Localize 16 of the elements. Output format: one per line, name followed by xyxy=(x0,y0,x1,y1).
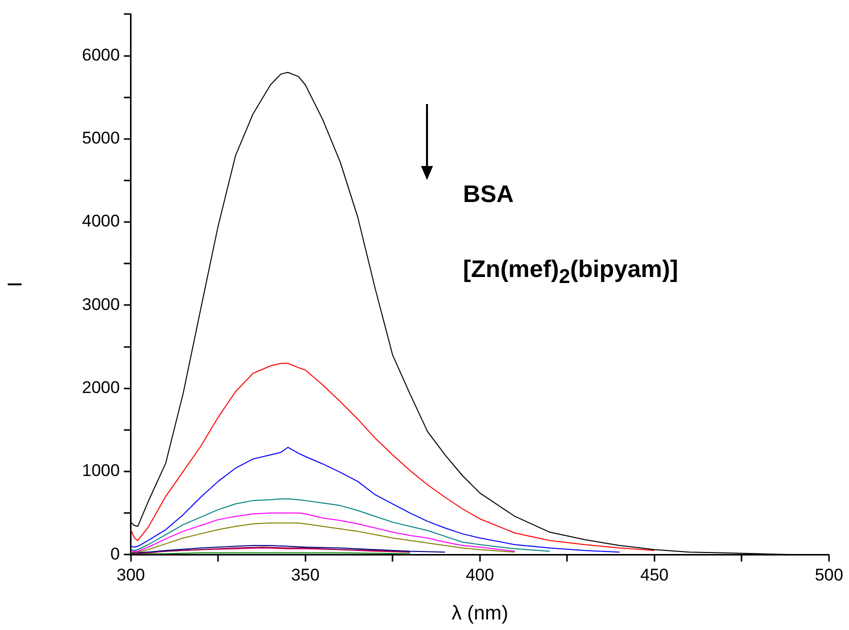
x-tick-label: 350 xyxy=(291,565,320,584)
x-tick-label: 400 xyxy=(466,565,494,584)
annotation: BSA xyxy=(463,181,514,209)
y-tick-label: 0 xyxy=(110,544,120,564)
y-axis-title: I xyxy=(4,282,27,288)
y-tick-label: 1000 xyxy=(82,461,120,480)
x-tick-label: 450 xyxy=(640,565,669,584)
x-axis-title: λ (nm) xyxy=(452,602,508,625)
y-tick-label: 3000 xyxy=(82,294,120,314)
y-tick-label: 6000 xyxy=(82,45,120,64)
y-tick-label: 2000 xyxy=(82,378,120,398)
annotation: [Zn(mef)$_{2}$(bipyam)] xyxy=(463,256,678,289)
y-tick-label: 5000 xyxy=(82,128,120,148)
x-tick-label: 300 xyxy=(116,565,146,584)
x-tick-label: 500 xyxy=(814,565,844,584)
y-tick-label: 4000 xyxy=(82,212,120,231)
